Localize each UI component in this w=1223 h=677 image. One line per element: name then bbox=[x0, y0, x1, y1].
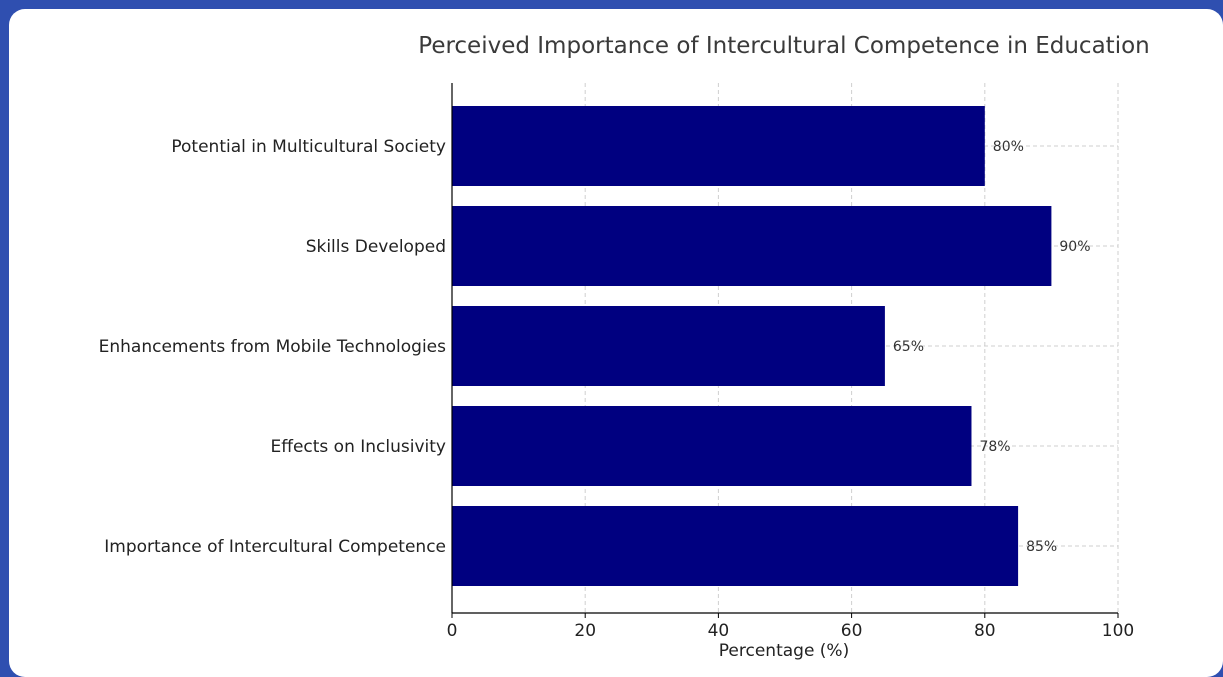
x-tick-label: 40 bbox=[708, 621, 730, 641]
bar bbox=[452, 306, 885, 386]
y-tick-label: Potential in Multicultural Society bbox=[171, 137, 446, 157]
bars: 80% 90% 65% 78% 85% bbox=[452, 106, 1091, 586]
data-label: 80% bbox=[993, 139, 1024, 155]
x-tick-label: 80 bbox=[974, 621, 996, 641]
x-tick-label: 20 bbox=[574, 621, 596, 641]
axes: Potential in Multicultural Society Skills… bbox=[99, 83, 1134, 641]
data-label: 85% bbox=[1026, 539, 1057, 555]
bar bbox=[452, 406, 972, 486]
data-label: 65% bbox=[893, 339, 924, 355]
y-tick-label: Effects on Inclusivity bbox=[271, 437, 447, 457]
bar-chart: Perceived Importance of Intercultural Co… bbox=[99, 33, 1150, 661]
bar bbox=[452, 506, 1019, 586]
y-tick-label: Skills Developed bbox=[306, 237, 446, 257]
y-tick-label: Importance of Intercultural Competence bbox=[104, 537, 446, 557]
bar bbox=[452, 206, 1052, 286]
x-axis-label: Percentage (%) bbox=[719, 641, 849, 661]
x-tick-label: 0 bbox=[447, 621, 458, 641]
chart-card: Perceived Importance of Intercultural Co… bbox=[9, 9, 1223, 677]
data-label: 90% bbox=[1059, 239, 1090, 255]
data-label: 78% bbox=[979, 439, 1010, 455]
x-tick-label: 100 bbox=[1102, 621, 1134, 641]
bar bbox=[452, 106, 985, 186]
x-tick-label: 60 bbox=[841, 621, 863, 641]
y-tick-label: Enhancements from Mobile Technologies bbox=[99, 337, 446, 357]
chart-title: Perceived Importance of Intercultural Co… bbox=[418, 33, 1149, 59]
